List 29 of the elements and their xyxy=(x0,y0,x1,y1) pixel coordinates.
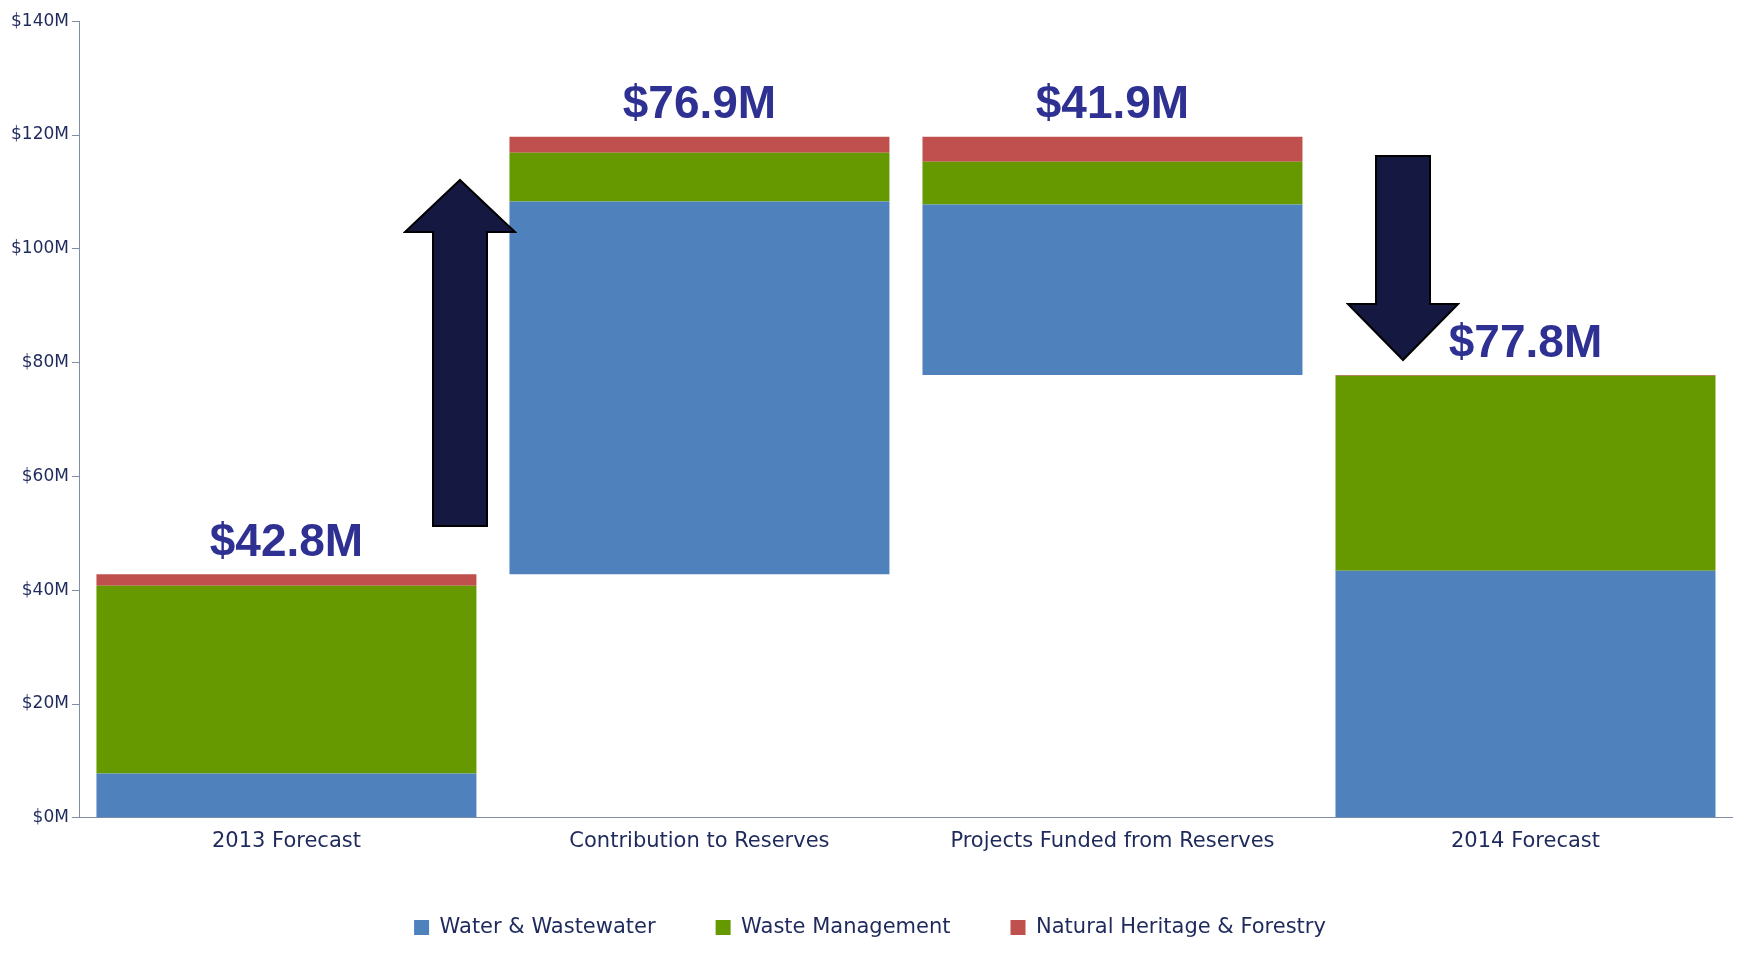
bar xyxy=(922,204,1303,376)
bar xyxy=(922,161,1303,205)
y-tick-label: $60M xyxy=(21,464,69,485)
bar xyxy=(922,136,1303,162)
annotation: $76.9M xyxy=(622,76,777,129)
bar xyxy=(509,136,890,153)
legend-label: Waste Management xyxy=(741,913,951,938)
y-tick-label: $120M xyxy=(10,123,69,144)
annotation: $42.8M xyxy=(209,513,364,566)
legend-label: Natural Heritage & Forestry xyxy=(1036,913,1326,938)
bar xyxy=(96,585,477,774)
bar xyxy=(96,574,477,586)
x-tick-label: 2013 Forecast xyxy=(211,827,361,852)
x-tick-label: Contribution to Reserves xyxy=(569,827,830,852)
legend-label: Water & Wastewater xyxy=(439,913,656,938)
annotation: $77.8M xyxy=(1448,314,1603,367)
y-tick-label: $80M xyxy=(21,351,69,372)
bar xyxy=(96,773,477,818)
x-tick-label: Projects Funded from Reserves xyxy=(950,827,1275,852)
y-tick-label: $0M xyxy=(32,806,69,827)
x-tick-label: 2014 Forecast xyxy=(1451,827,1600,852)
y-tick-label: $100M xyxy=(10,237,69,258)
y-tick-label: $20M xyxy=(21,692,69,713)
y-tick-label: $40M xyxy=(21,578,69,599)
bar xyxy=(509,152,890,202)
annotation: $41.9M xyxy=(1035,76,1190,129)
bar xyxy=(1335,570,1716,818)
y-tick-label: $140M xyxy=(10,9,69,30)
bar xyxy=(1335,375,1716,571)
